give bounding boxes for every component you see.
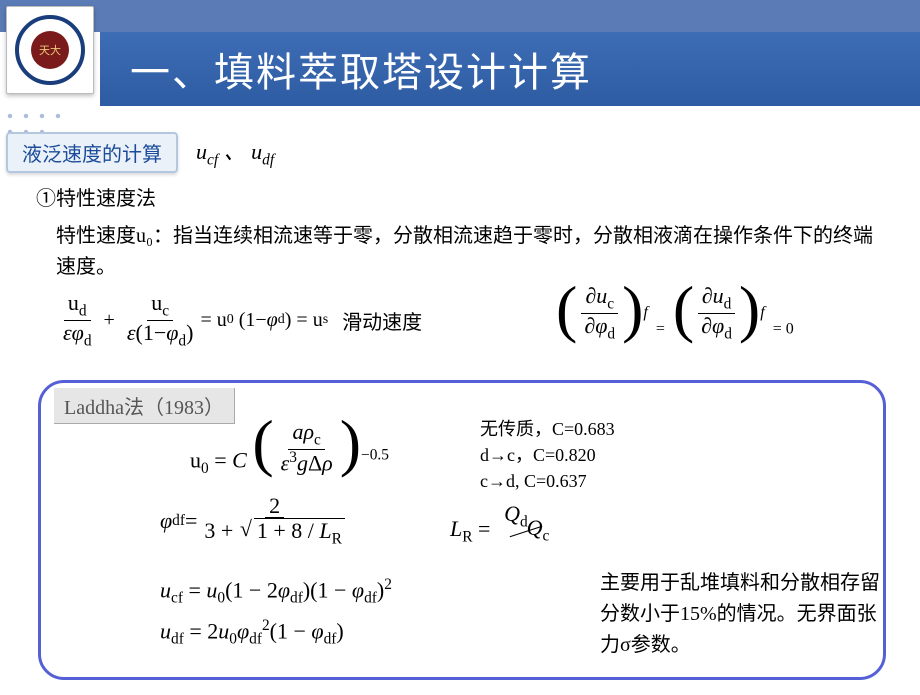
method-heading: ①特性速度法 bbox=[36, 182, 900, 211]
c-note-2: d→c，C=0.820 bbox=[480, 442, 615, 468]
lr-equation: LR = Qd Qc bbox=[450, 502, 536, 560]
top-accent-bar bbox=[0, 0, 920, 32]
title-bar: 一、填料萃取塔设计计算 bbox=[100, 32, 920, 106]
page-title: 一、填料萃取塔设计计算 bbox=[130, 40, 592, 98]
phi-df-equation: φdf = 23 + 1 + 8 / LR bbox=[160, 494, 352, 548]
logo-ring: 天大 bbox=[15, 15, 85, 85]
logo-inner: 天大 bbox=[31, 31, 69, 69]
sliding-velocity-label: 滑动速度 bbox=[342, 306, 422, 335]
subtitle-symbols: ucf 、 udf bbox=[196, 134, 274, 169]
c-note-1: 无传质，C=0.683 bbox=[480, 416, 615, 442]
subtitle-label: 液泛速度的计算 bbox=[22, 144, 162, 166]
c-value-notes: 无传质，C=0.683 d→c，C=0.820 c→d, C=0.637 bbox=[480, 416, 615, 494]
university-logo: 天大 bbox=[6, 6, 94, 94]
laddha-box-content: 无传质，C=0.683 d→c，C=0.820 c→d, C=0.637 u0 … bbox=[60, 416, 880, 680]
subtitle-box: 液泛速度的计算 bbox=[6, 132, 178, 173]
c-note-3: c→d, C=0.637 bbox=[480, 468, 615, 494]
partial-derivative-equation: ( ∂uc∂φd )f = ( ∂ud∂φd )f = 0 bbox=[556, 284, 794, 342]
application-note: 主要用于乱堆填料和分散相存留分数小于15%的情况。无界面张力σ参数。 bbox=[600, 568, 880, 661]
method-description: 特性速度u₀：指当连续相流速等于零，分散相流速趋于零时，分散相液滴在操作条件下的… bbox=[56, 221, 890, 283]
